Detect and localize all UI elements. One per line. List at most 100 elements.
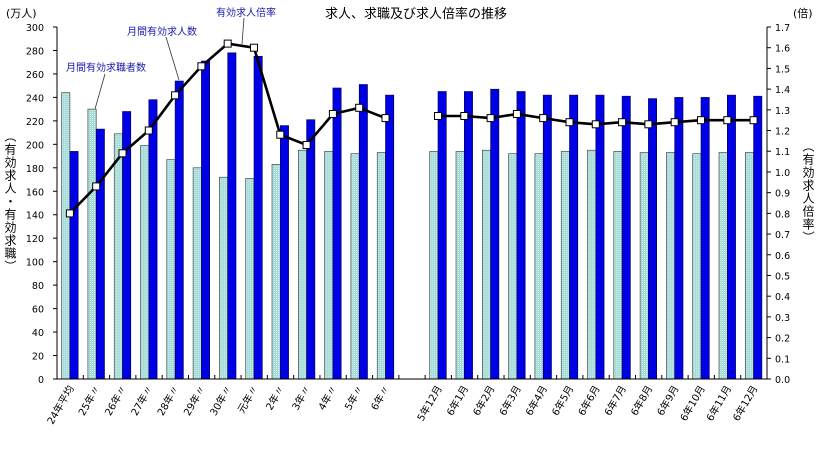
series-annotation: 月間有効求人数 (127, 27, 197, 38)
job-openings-bar (648, 98, 658, 380)
left-y-tick-label: 0 (38, 375, 44, 386)
job-seekers-bar (455, 151, 465, 380)
left-y-tick-label: 180 (26, 164, 44, 175)
x-axis-labels: 24年平均 25年〃 26年〃 27年〃 28年〃 29年〃 30年〃 元年〃 2年〃 3年〃 4年… (44, 383, 760, 427)
right-y-tick-label: 1.1 (775, 147, 790, 158)
x-tick-label: 6年12月 (730, 383, 761, 423)
x-tick-label: 5年〃 (342, 383, 366, 412)
ratio-marker (197, 62, 206, 71)
left-y-tick-label: 300 (26, 23, 44, 34)
right-y-tick-label: 1.7 (775, 23, 790, 34)
right-y-tick-label: 1.4 (775, 85, 790, 96)
annotation-leaders (94, 17, 245, 110)
job-openings-bar (95, 128, 105, 380)
x-tick-label: 6年1月 (444, 383, 472, 418)
left-y-tick-label: 80 (32, 281, 44, 292)
right-y-tick-label: 0.8 (775, 209, 790, 220)
job-openings-bar (700, 97, 710, 380)
left-y-tick-label: 220 (26, 117, 44, 128)
left-axis-unit: (万人) (6, 7, 37, 20)
job-openings-bar (674, 97, 684, 380)
job-openings-bar (227, 52, 237, 380)
right-y-tick-label: 0.0 (775, 375, 790, 386)
ratio-marker (591, 120, 600, 129)
right-y-tick-label: 1.5 (775, 64, 790, 75)
left-y-tick-label: 260 (26, 70, 44, 81)
job-openings-bar (279, 125, 289, 380)
annotation-leader-line (94, 73, 106, 110)
left-y-tick-label: 100 (26, 258, 44, 269)
x-tick-label: 6年11月 (703, 383, 734, 423)
job-openings-bar (201, 60, 210, 380)
right-axis-label: （有効求人倍率） (801, 140, 815, 244)
job-openings-bar (569, 94, 579, 380)
job-seekers-bar (113, 133, 123, 380)
job-seekers-bar (61, 92, 71, 380)
ratio-marker (565, 118, 574, 127)
x-tick-label: 元年〃 (235, 383, 261, 415)
annotation-leader-line (241, 17, 245, 45)
job-seekers-bar (376, 152, 386, 380)
job-openings-bar (726, 94, 736, 380)
series-annotation: 有効求人倍率 (216, 8, 276, 19)
x-tick-label: 6年8月 (628, 383, 656, 418)
left-axis-label: （有効求人・有効求職） (3, 130, 17, 273)
job-seekers-bar (718, 152, 728, 380)
bar-series (61, 52, 763, 380)
ratio-marker (644, 120, 653, 129)
job-openings-bar (148, 99, 158, 380)
job-seekers-bar (639, 152, 649, 380)
x-tick-label: 28年〃 (154, 383, 182, 418)
x-tick-label: 2年〃 (263, 383, 287, 412)
ratio-marker (486, 114, 495, 123)
ratio-marker (118, 149, 127, 158)
job-seekers-bar (613, 151, 623, 380)
ratio-line-series (65, 39, 758, 218)
ratio-marker (223, 39, 232, 48)
right-axis-unit: (倍) (793, 7, 813, 20)
chart-axes: 0 20 40 60 80 100 120 140 160 180 200 220 240 260 280 3… (26, 23, 790, 386)
ratio-marker (65, 209, 74, 218)
right-y-tick-label: 1.2 (775, 127, 790, 138)
x-tick-label: 6年7月 (601, 383, 629, 418)
ratio-marker (250, 43, 258, 52)
right-y-tick-label: 0.1 (775, 354, 790, 365)
job-seekers-bar (87, 108, 97, 380)
x-tick-label: 6年6月 (575, 383, 603, 418)
job-seekers-bar (692, 153, 702, 380)
right-y-tick-label: 0.9 (775, 189, 790, 200)
job-openings-bar (306, 119, 316, 380)
left-y-tick-label: 120 (26, 234, 44, 245)
x-tick-label: 6年9月 (654, 383, 682, 418)
ratio-marker (460, 112, 469, 120)
job-seekers-bar (350, 153, 360, 380)
job-openings-bar (358, 84, 368, 380)
right-y-tick-label: 0.6 (775, 251, 790, 262)
job-seekers-bar (744, 152, 754, 380)
left-y-tick-label: 140 (26, 211, 44, 222)
ratio-marker (355, 103, 364, 112)
x-tick-label: 6年4月 (522, 383, 550, 418)
job-openings-bar (437, 91, 447, 380)
x-tick-label: 6年3月 (496, 383, 524, 418)
right-y-tick-label: 0.2 (775, 334, 790, 345)
job-openings-bar (490, 88, 500, 380)
ratio-marker (171, 91, 180, 100)
right-y-tick-label: 0.5 (775, 271, 790, 282)
ratio-marker (512, 110, 521, 118)
ratio-marker (381, 114, 390, 123)
left-y-tick-label: 60 (32, 305, 44, 316)
job-openings-bar (69, 151, 79, 380)
left-y-tick-label: 240 (26, 93, 44, 104)
job-openings-bar (542, 94, 552, 380)
job-seekers-bar (245, 178, 255, 380)
job-seekers-bar (297, 149, 307, 380)
left-y-tick-label: 160 (26, 187, 44, 198)
annotation-leader-line (165, 36, 180, 81)
x-tick-label: 6年〃 (368, 383, 392, 412)
x-tick-label: 6年10月 (677, 383, 708, 423)
job-openings-bar (753, 95, 763, 380)
ratio-marker (697, 116, 705, 125)
job-openings-bar (253, 55, 263, 380)
